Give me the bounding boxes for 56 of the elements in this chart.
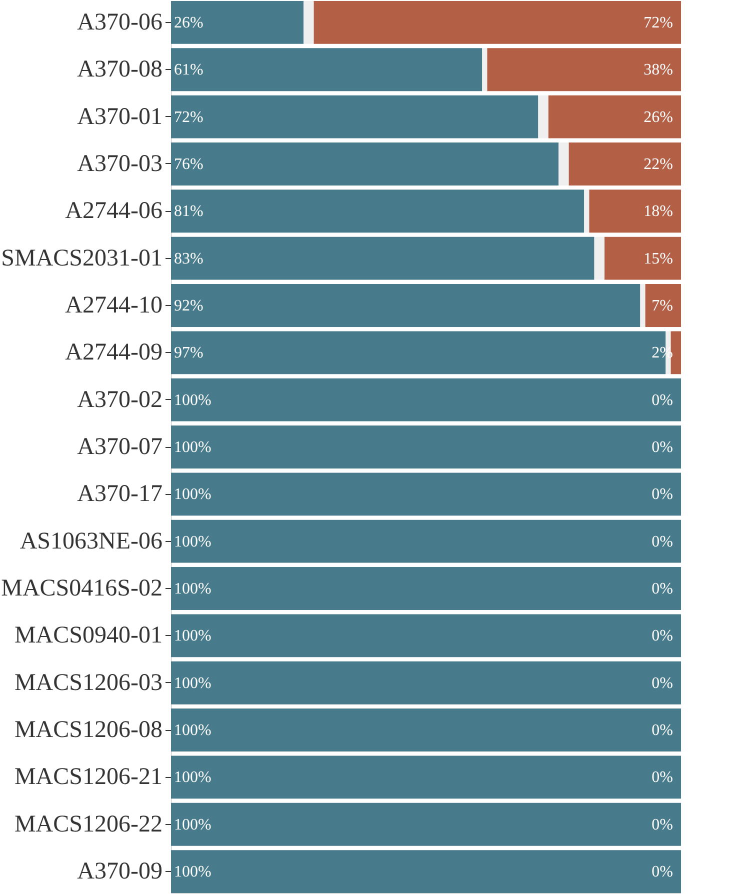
data-label: 15% — [644, 250, 673, 268]
y-tick-label: A370-08 — [77, 56, 162, 83]
data-label: 0% — [652, 533, 673, 550]
data-label: 72% — [644, 14, 673, 32]
y-tick-label: A370-07 — [77, 434, 162, 460]
data-label: 61% — [174, 62, 204, 79]
data-label: 76% — [174, 156, 204, 173]
data-label: 72% — [174, 108, 204, 126]
y-tick-label: A370-02 — [77, 386, 162, 413]
data-label: 100% — [174, 674, 212, 692]
y-tick-label: A370-17 — [77, 481, 162, 508]
y-tick-label: AS1063NE-06 — [20, 528, 162, 554]
data-label: 0% — [652, 628, 673, 645]
data-label: 100% — [174, 533, 212, 550]
data-label: 7% — [652, 297, 673, 314]
data-label: 0% — [652, 864, 673, 881]
y-tick-label: A2744-06 — [65, 198, 162, 224]
data-label: 0% — [652, 674, 673, 692]
data-label: 26% — [644, 108, 673, 126]
data-label: 83% — [174, 250, 204, 268]
data-label: 100% — [174, 628, 212, 645]
data-label: 100% — [174, 439, 212, 456]
y-tick-label: MACS1206-08 — [14, 717, 162, 744]
y-tick-label: A370-06 — [77, 9, 162, 36]
data-label: 26% — [174, 14, 204, 32]
y-tick-label: MACS0416S-02 — [1, 576, 162, 602]
data-label: 81% — [174, 203, 204, 220]
y-tick-label: A370-09 — [77, 858, 162, 885]
data-label: 22% — [644, 156, 673, 173]
data-label: 100% — [174, 580, 212, 598]
data-label: 0% — [652, 392, 673, 409]
data-label: 0% — [652, 486, 673, 504]
data-label: 0% — [652, 439, 673, 456]
data-label: 100% — [174, 392, 212, 409]
y-tick-label: MACS1206-21 — [14, 764, 162, 790]
y-tick-label: MACS0940-01 — [14, 622, 162, 649]
data-label: 97% — [174, 344, 204, 362]
y-tick-label: MACS1206-03 — [14, 670, 162, 696]
y-tick-label: SMACS2031-01 — [1, 245, 162, 272]
data-label: 0% — [652, 816, 673, 834]
data-label: 100% — [174, 864, 212, 881]
data-label: 92% — [174, 297, 204, 314]
data-label: 100% — [174, 486, 212, 504]
data-label: 0% — [652, 580, 673, 598]
y-tick-label: A370-01 — [77, 104, 162, 130]
data-label: 38% — [644, 62, 673, 79]
data-label: 100% — [174, 722, 212, 740]
data-label: 100% — [174, 769, 212, 786]
y-tick-label: A2744-10 — [65, 292, 162, 318]
data-label: 18% — [644, 203, 673, 220]
data-label: 0% — [652, 722, 673, 740]
y-tick-label: MACS1206-22 — [14, 811, 162, 838]
y-tick-label: A370-03 — [77, 150, 162, 177]
data-label: 0% — [652, 769, 673, 786]
data-label: 100% — [174, 816, 212, 834]
y-tick-label: A2744-09 — [65, 340, 162, 366]
